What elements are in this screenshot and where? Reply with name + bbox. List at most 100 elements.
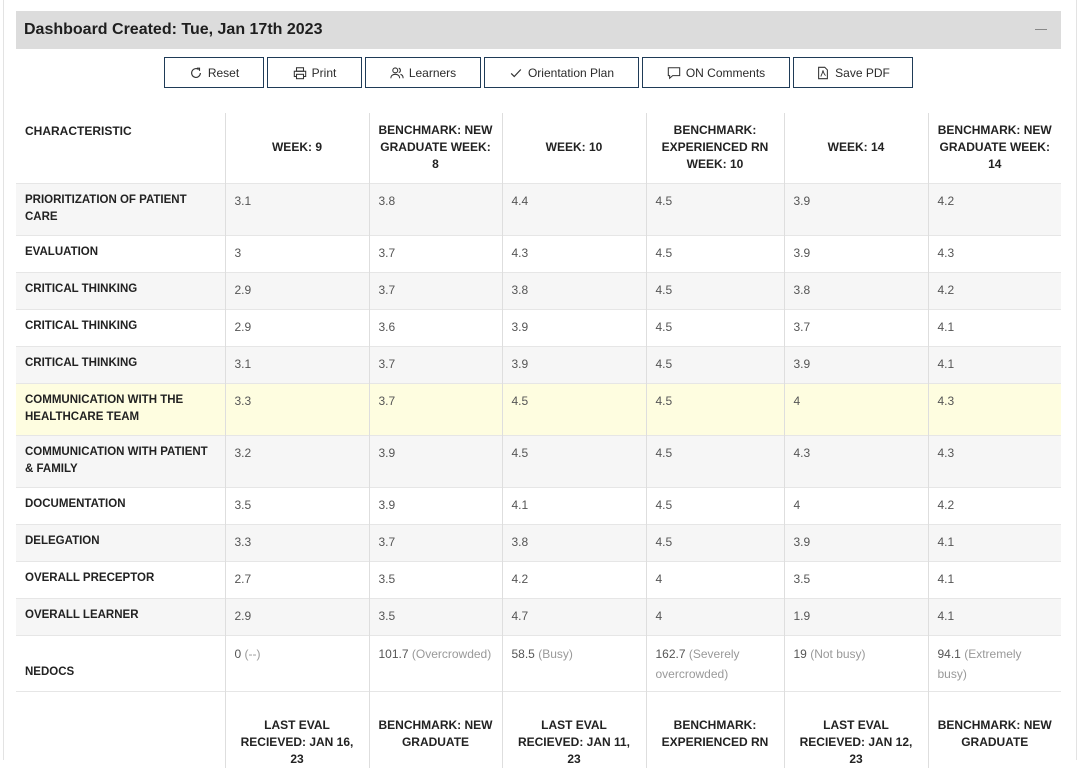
toolbar: Reset Print Learners Orientation Plan ON… bbox=[0, 57, 1080, 90]
nedocs-cell: 101.7 (Overcrowded) bbox=[368, 634, 502, 691]
score-cell: 4.5 bbox=[645, 182, 784, 235]
table-row: CRITICAL THINKING 3.1 3.7 3.9 4.5 3.9 4.1 bbox=[16, 345, 1061, 383]
pdf-file-icon bbox=[818, 66, 829, 79]
printer-icon bbox=[293, 66, 306, 79]
row-label: COMMUNICATION WITH THE HEALTHCARE TEAM bbox=[16, 382, 225, 435]
table-row: CRITICAL THINKING 2.9 3.7 3.8 4.5 3.8 4.2 bbox=[16, 271, 1061, 309]
score-cell: 3.3 bbox=[224, 523, 369, 561]
table-row: COMMUNICATION WITH PATIENT & FAMILY 3.2 3.… bbox=[16, 434, 1061, 487]
score-cell: 4.2 bbox=[927, 486, 1061, 524]
score-cell: 3.9 bbox=[783, 523, 928, 561]
score-cell: 4.5 bbox=[645, 434, 784, 487]
nedocs-cell: 0 (--) bbox=[224, 634, 369, 691]
score-cell: 3.2 bbox=[224, 434, 369, 487]
column-header: BENCHMARK: NEW GRADUATE WEEK: 14 bbox=[927, 113, 1061, 183]
score-cell: 2.7 bbox=[224, 560, 369, 598]
nedocs-value: 58.5 bbox=[511, 646, 535, 661]
row-label: OVERALL PRECEPTOR bbox=[16, 560, 225, 598]
score-cell: 4.1 bbox=[927, 523, 1061, 561]
score-cell: 4.3 bbox=[501, 234, 646, 272]
score-cell: 4.2 bbox=[501, 560, 646, 598]
table-row: CRITICAL THINKING 2.9 3.6 3.9 4.5 3.7 4.1 bbox=[16, 308, 1061, 346]
table-row: OVERALL LEARNER 2.9 3.5 4.7 4 1.9 4.1 bbox=[16, 597, 1061, 635]
score-cell: 3.9 bbox=[783, 182, 928, 235]
on-comments-button[interactable]: ON Comments bbox=[642, 57, 790, 88]
score-cell: 4.5 bbox=[645, 271, 784, 309]
score-cell: 4.3 bbox=[783, 434, 928, 487]
column-header: CHARACTERISTIC bbox=[25, 124, 132, 138]
score-cell: 4 bbox=[645, 560, 784, 598]
row-label: COMMUNICATION WITH PATIENT & FAMILY bbox=[16, 434, 225, 487]
score-cell: 3.5 bbox=[783, 560, 928, 598]
score-cell: 3 bbox=[224, 234, 369, 272]
score-cell: 4.5 bbox=[645, 234, 784, 272]
row-label: CRITICAL THINKING bbox=[16, 308, 225, 346]
nedocs-cell: 19 (Not busy) bbox=[783, 634, 928, 691]
nedocs-cell: 94.1 (Extremely busy) bbox=[927, 634, 1061, 691]
on-comments-label: ON Comments bbox=[685, 65, 766, 80]
score-cell: 4.4 bbox=[501, 182, 646, 235]
score-cell: 4 bbox=[645, 597, 784, 635]
score-cell: 4.5 bbox=[501, 382, 646, 435]
users-icon bbox=[390, 66, 404, 78]
save-pdf-button[interactable]: Save PDF bbox=[793, 57, 913, 88]
table-row: DELEGATION 3.3 3.7 3.8 4.5 3.9 4.1 bbox=[16, 523, 1061, 561]
row-label: EVALUATION bbox=[16, 234, 225, 272]
footer-cell: LAST EVAL RECIEVED: JAN 16, 23 bbox=[224, 690, 369, 768]
score-cell: 3.7 bbox=[368, 382, 502, 435]
score-cell: 3.7 bbox=[783, 308, 928, 346]
dashboard-header: Dashboard Created: Tue, Jan 17th 2023 bbox=[16, 11, 1061, 49]
score-cell: 3.1 bbox=[224, 182, 369, 235]
score-cell: 4.3 bbox=[927, 382, 1061, 435]
score-cell: 4.1 bbox=[927, 560, 1061, 598]
row-label: DOCUMENTATION bbox=[16, 486, 225, 524]
score-cell: 3.8 bbox=[501, 523, 646, 561]
reset-button[interactable]: Reset bbox=[164, 57, 264, 88]
score-cell: 4 bbox=[783, 486, 928, 524]
row-label: CRITICAL THINKING bbox=[16, 345, 225, 383]
nedocs-value: 101.7 bbox=[378, 646, 409, 661]
score-cell: 4.5 bbox=[645, 345, 784, 383]
column-header: BENCHMARK: EXPERIENCED RN WEEK: 10 bbox=[645, 113, 784, 183]
column-header: WEEK: 9 bbox=[224, 113, 369, 183]
nedocs-status: (Extremely busy) bbox=[937, 646, 1022, 681]
save-pdf-label: Save PDF bbox=[835, 65, 890, 80]
score-cell: 2.9 bbox=[224, 308, 369, 346]
nedocs-status: (Not busy) bbox=[810, 646, 866, 661]
comment-icon bbox=[667, 66, 681, 79]
print-button[interactable]: Print bbox=[267, 57, 362, 88]
score-cell: 3.9 bbox=[368, 434, 502, 487]
score-cell: 3.7 bbox=[368, 271, 502, 309]
score-cell: 3.5 bbox=[368, 560, 502, 598]
row-label: NEDOCS bbox=[16, 634, 225, 691]
learners-button[interactable]: Learners bbox=[365, 57, 481, 88]
score-cell: 3.8 bbox=[501, 271, 646, 309]
score-cell: 3.5 bbox=[368, 597, 502, 635]
nedocs-status: (Busy) bbox=[538, 646, 573, 661]
footer-cell: LAST EVAL RECIEVED: JAN 12, 23 bbox=[783, 690, 928, 768]
score-cell: 3.9 bbox=[368, 486, 502, 524]
score-cell: 3.7 bbox=[368, 523, 502, 561]
column-header: WEEK: 14 bbox=[783, 113, 928, 183]
table-row: COMMUNICATION WITH THE HEALTHCARE TEAM 3.… bbox=[16, 382, 1061, 435]
footer-cell: BENCHMARK: NEW GRADUATE bbox=[927, 690, 1061, 768]
nedocs-value: 94.1 bbox=[937, 646, 961, 661]
score-cell: 4.3 bbox=[927, 434, 1061, 487]
collapse-icon[interactable] bbox=[1035, 29, 1047, 30]
orientation-plan-button[interactable]: Orientation Plan bbox=[484, 57, 639, 88]
column-header: WEEK: 10 bbox=[501, 113, 646, 183]
row-label: DELEGATION bbox=[16, 523, 225, 561]
row-label: PRIORITIZATION OF PATIENT CARE bbox=[16, 182, 225, 235]
footer-cell: LAST EVAL RECIEVED: JAN 11, 23 bbox=[501, 690, 646, 768]
nedocs-status: (--) bbox=[244, 646, 261, 661]
refresh-icon bbox=[190, 67, 201, 78]
nedocs-value: 162.7 bbox=[655, 646, 686, 661]
footer-cell: BENCHMARK: EXPERIENCED RN bbox=[645, 690, 784, 768]
score-cell: 4.1 bbox=[501, 486, 646, 524]
score-cell: 2.9 bbox=[224, 271, 369, 309]
score-cell: 3.1 bbox=[224, 345, 369, 383]
page-title: Dashboard Created: Tue, Jan 17th 2023 bbox=[24, 21, 323, 38]
score-cell: 3.5 bbox=[224, 486, 369, 524]
score-cell: 4.3 bbox=[927, 234, 1061, 272]
footer-row: LAST EVAL RECIEVED: JAN 16, 23 BENCHMARK:… bbox=[16, 690, 1061, 768]
